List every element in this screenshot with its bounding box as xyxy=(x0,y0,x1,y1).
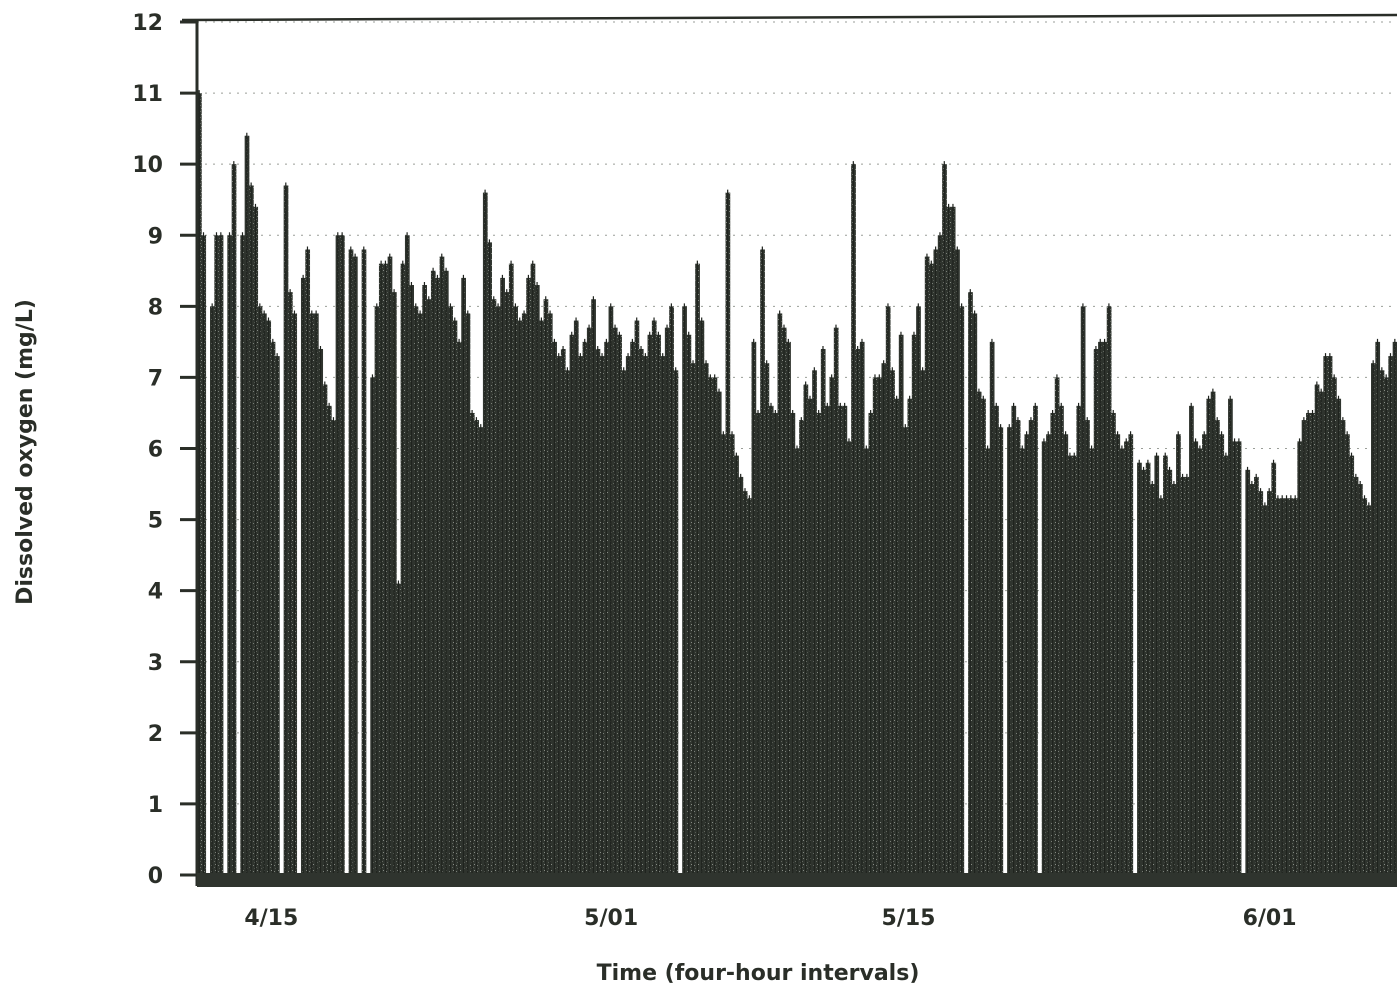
y-tick-label: 6 xyxy=(148,438,163,463)
y-tick-label: 0 xyxy=(148,864,163,889)
y-tick-label: 2 xyxy=(148,722,163,747)
y-axis-title: Dissolved oxygen (mg/L) xyxy=(13,299,38,605)
x-axis-ticks: 4/15 5/01 5/15 6/01 xyxy=(244,906,1296,931)
y-tick-label: 9 xyxy=(148,224,163,249)
bars xyxy=(197,90,1397,876)
x-axis-title: Time (four-hour intervals) xyxy=(597,961,920,986)
x-tick-label: 5/01 xyxy=(584,906,638,931)
y-tick-label: 5 xyxy=(148,509,163,534)
y-tick-label: 11 xyxy=(132,82,163,107)
x-tick-label: 6/01 xyxy=(1243,906,1297,931)
top-frame-line xyxy=(181,13,1397,22)
y-tick-label: 3 xyxy=(148,651,163,676)
x-axis-baseline xyxy=(197,873,1397,887)
x-tick-label: 4/15 xyxy=(244,906,298,931)
y-tick-label: 10 xyxy=(132,153,163,178)
x-tick-label: 5/15 xyxy=(882,906,936,931)
y-tick-label: 1 xyxy=(148,793,163,818)
y-tick-label: 12 xyxy=(132,11,163,36)
y-tick-label: 8 xyxy=(148,295,163,320)
y-tick-label: 4 xyxy=(148,580,163,605)
y-tick-label: 7 xyxy=(148,366,163,391)
